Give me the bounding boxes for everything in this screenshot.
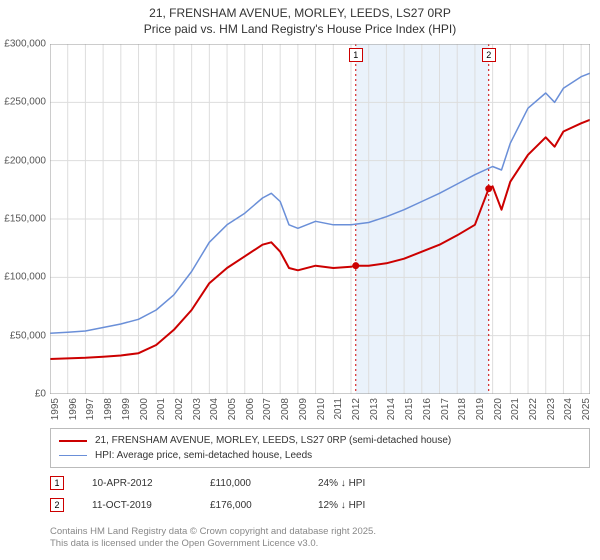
footer-line-2: This data is licensed under the Open Gov…	[50, 538, 590, 550]
event-badge: 2	[50, 498, 64, 512]
x-axis-tick-label: 2012	[351, 398, 362, 420]
y-axis-tick-label: £100,000	[4, 272, 46, 283]
event-date: 10-APR-2012	[92, 478, 182, 489]
x-axis-tick-label: 2023	[546, 398, 557, 420]
x-axis-tick-label: 2014	[386, 398, 397, 420]
x-axis-tick-label: 2018	[457, 398, 468, 420]
event-price: £110,000	[210, 478, 290, 489]
x-axis-tick-label: 2021	[510, 398, 521, 420]
event-badge: 1	[50, 476, 64, 490]
x-axis-tick-label: 2009	[298, 398, 309, 420]
chart-area: £0£50,000£100,000£150,000£200,000£250,00…	[50, 44, 590, 394]
title-line-1: 21, FRENSHAM AVENUE, MORLEY, LEEDS, LS27…	[0, 6, 600, 22]
legend-label: 21, FRENSHAM AVENUE, MORLEY, LEEDS, LS27…	[95, 433, 451, 448]
event-price: £176,000	[210, 500, 290, 511]
x-axis-tick-label: 1996	[68, 398, 79, 420]
event-row: 1 10-APR-2012 £110,000 24% ↓ HPI	[50, 472, 590, 494]
chart-title: 21, FRENSHAM AVENUE, MORLEY, LEEDS, LS27…	[0, 0, 600, 37]
x-axis-tick-label: 1997	[85, 398, 96, 420]
x-axis-tick-label: 1999	[121, 398, 132, 420]
title-line-2: Price paid vs. HM Land Registry's House …	[0, 22, 600, 38]
event-row: 2 11-OCT-2019 £176,000 12% ↓ HPI	[50, 494, 590, 516]
x-axis-tick-label: 2006	[245, 398, 256, 420]
legend-swatch	[59, 440, 87, 442]
x-axis-tick-label: 2019	[475, 398, 486, 420]
x-axis-tick-label: 2017	[440, 398, 451, 420]
x-axis-tick-label: 2025	[581, 398, 592, 420]
event-date: 11-OCT-2019	[92, 500, 182, 511]
y-axis-tick-label: £250,000	[4, 97, 46, 108]
x-axis-tick-label: 2001	[156, 398, 167, 420]
x-axis-tick-label: 2015	[404, 398, 415, 420]
event-table: 1 10-APR-2012 £110,000 24% ↓ HPI 2 11-OCT-201…	[50, 472, 590, 516]
x-axis-tick-label: 2020	[493, 398, 504, 420]
y-axis-tick-label: £0	[35, 389, 46, 400]
x-axis-tick-label: 2013	[369, 398, 380, 420]
x-axis-tick-label: 2016	[422, 398, 433, 420]
x-axis-tick-label: 2022	[528, 398, 539, 420]
x-axis-tick-label: 2000	[139, 398, 150, 420]
x-axis-tick-label: 1995	[50, 398, 61, 420]
x-axis-tick-label: 2011	[333, 398, 344, 420]
chart-marker-badge: 1	[349, 48, 363, 62]
footer-attribution: Contains HM Land Registry data © Crown c…	[50, 526, 590, 551]
x-axis-tick-label: 2010	[316, 398, 327, 420]
x-axis-tick-label: 2024	[563, 398, 574, 420]
chart-marker-badge: 2	[482, 48, 496, 62]
x-axis-tick-label: 2008	[280, 398, 291, 420]
y-axis-tick-label: £300,000	[4, 39, 46, 50]
x-axis-tick-label: 2005	[227, 398, 238, 420]
legend: 21, FRENSHAM AVENUE, MORLEY, LEEDS, LS27…	[50, 428, 590, 468]
event-change: 12% ↓ HPI	[318, 500, 365, 511]
x-axis-tick-label: 2002	[174, 398, 185, 420]
y-axis-tick-label: £50,000	[10, 330, 46, 341]
legend-label: HPI: Average price, semi-detached house,…	[95, 448, 312, 463]
legend-swatch	[59, 455, 87, 456]
x-axis-tick-label: 2007	[262, 398, 273, 420]
line-chart	[50, 44, 590, 394]
x-axis-tick-label: 2004	[209, 398, 220, 420]
footer-line-1: Contains HM Land Registry data © Crown c…	[50, 526, 590, 538]
x-axis-tick-label: 2003	[192, 398, 203, 420]
y-axis-tick-label: £200,000	[4, 155, 46, 166]
event-change: 24% ↓ HPI	[318, 478, 365, 489]
y-axis-tick-label: £150,000	[4, 214, 46, 225]
legend-item: 21, FRENSHAM AVENUE, MORLEY, LEEDS, LS27…	[59, 433, 581, 448]
x-axis-tick-label: 1998	[103, 398, 114, 420]
legend-item: HPI: Average price, semi-detached house,…	[59, 448, 581, 463]
